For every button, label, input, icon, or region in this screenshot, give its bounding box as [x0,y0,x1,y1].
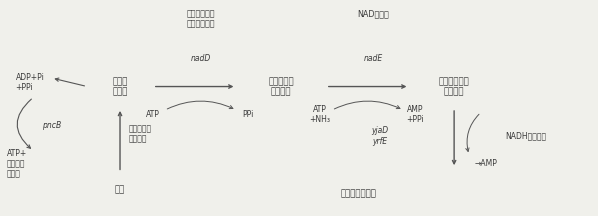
Text: 烟酸单核苷酸
腺苷酸转移酶: 烟酸单核苷酸 腺苷酸转移酶 [187,9,215,29]
Text: NAD合成酶: NAD合成酶 [358,9,389,18]
Text: NADH焦磷酸酶: NADH焦磷酸酶 [505,131,547,140]
Text: nadD: nadD [190,54,210,63]
Text: 烟酸腺嘌呤
二核苷酸: 烟酸腺嘌呤 二核苷酸 [269,77,294,96]
Text: 烟酸单
核苷酸: 烟酸单 核苷酸 [112,77,128,96]
Text: yjaD
yrfE: yjaD yrfE [371,126,388,146]
Text: ATP
+NH₃: ATP +NH₃ [309,105,330,124]
Text: PPi: PPi [243,110,254,119]
Text: ADP+Pi
+PPi: ADP+Pi +PPi [16,73,44,92]
Text: pncB: pncB [42,121,61,130]
Text: 烟酸: 烟酸 [115,185,125,194]
Text: nadE: nadE [364,54,383,63]
Text: ATP: ATP [146,110,160,119]
Text: 烟酰胺单核苷酸: 烟酰胺单核苷酸 [341,189,377,198]
Text: 烟酸磷酸核
糖转移酶: 烟酸磷酸核 糖转移酶 [129,124,152,143]
Text: 烟酰胺腺嘌呤
二核苷酸: 烟酰胺腺嘌呤 二核苷酸 [439,77,469,96]
Text: AMP
+PPi: AMP +PPi [407,105,424,124]
Text: →AMP: →AMP [475,159,498,168]
Text: ATP+
磷酸核糖
焦磷酸: ATP+ 磷酸核糖 焦磷酸 [7,149,27,179]
